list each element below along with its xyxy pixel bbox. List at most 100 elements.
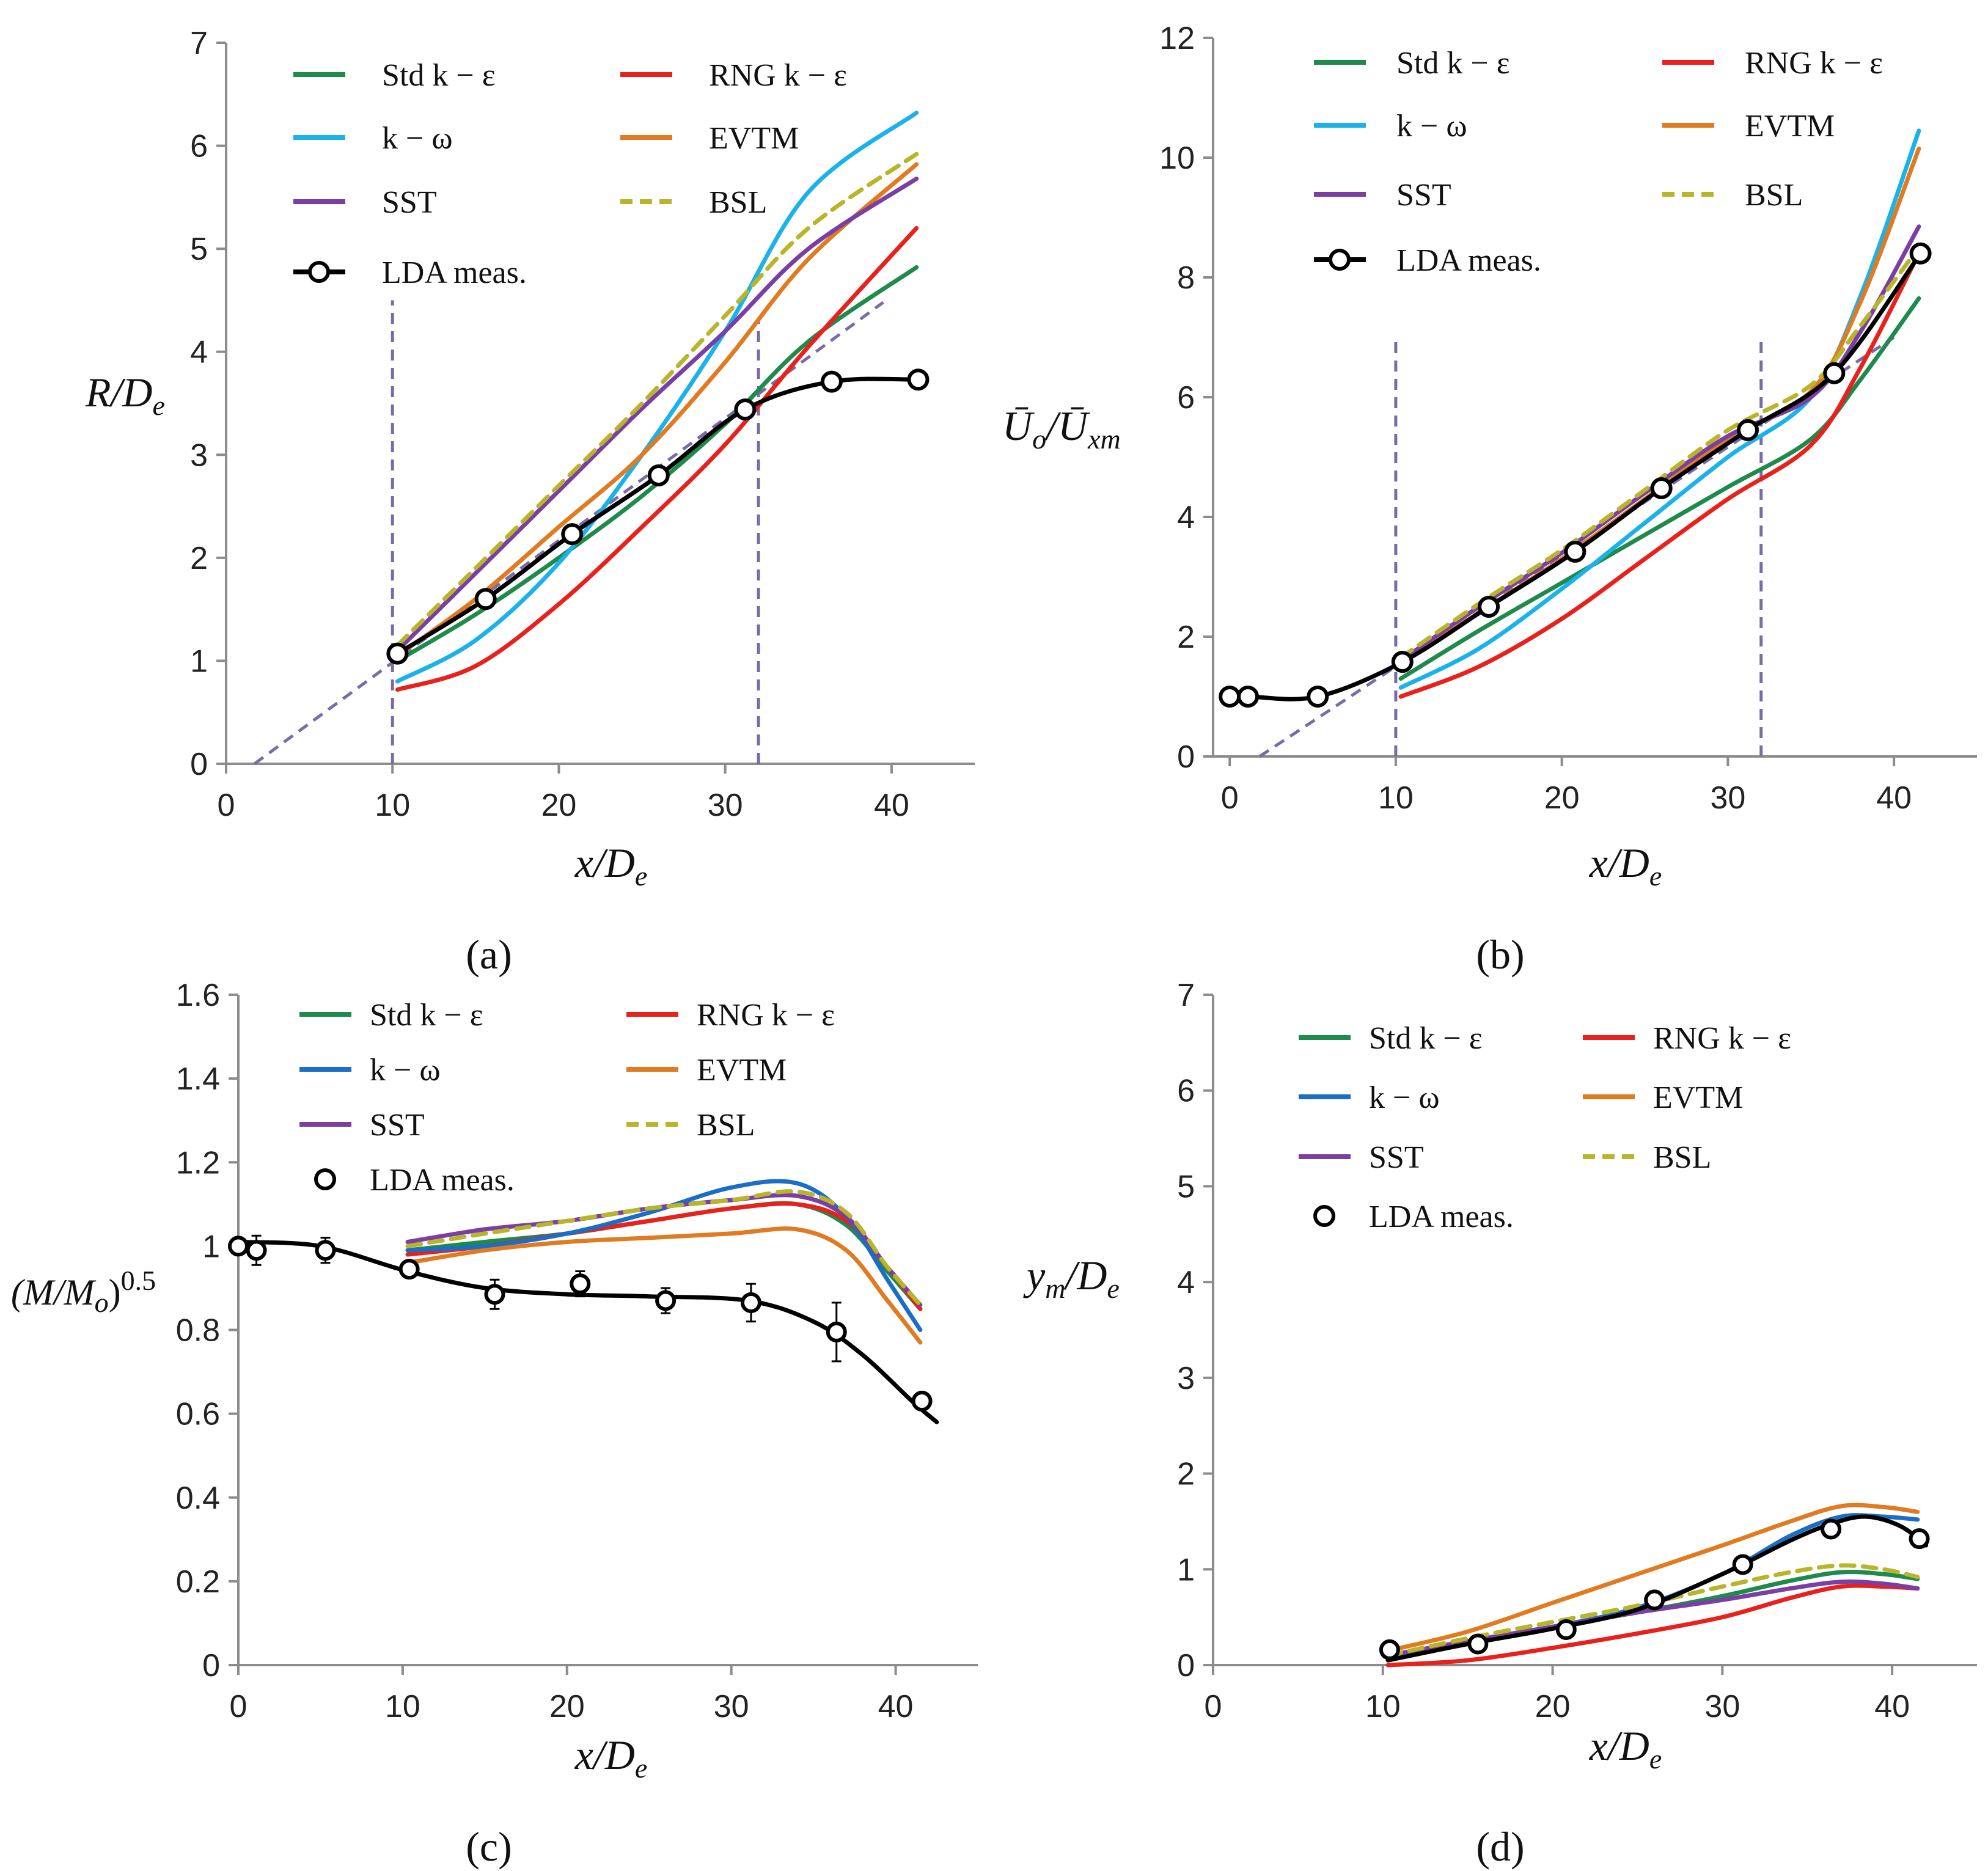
series-line-evtm <box>395 162 919 658</box>
x-axis-title-sub: e <box>1649 860 1662 892</box>
data-point <box>228 1236 249 1257</box>
legend-label: Std k − ε <box>382 58 496 93</box>
legend-label: LDA meas. <box>370 1163 515 1198</box>
series-line-evtm <box>1385 1503 1920 1653</box>
data-point <box>1219 686 1241 708</box>
data-point <box>474 588 497 610</box>
x-axis-title: x/De <box>574 1732 648 1784</box>
legend-label: SST <box>1396 178 1451 213</box>
legend: Std k − ε RNG k − ε k − ω EVTM SST BSL LDA mea… <box>293 58 847 290</box>
data-point <box>1307 686 1329 708</box>
y-axis-title-sub2: e <box>1107 1273 1119 1304</box>
data-point <box>647 464 670 486</box>
y-axis-title-sub: m <box>1045 1273 1065 1304</box>
y-tick-label: 0.6 <box>176 1397 220 1432</box>
x-tick-label: 40 <box>1874 1689 1910 1724</box>
panel-label: (b) <box>1476 931 1524 978</box>
y-axis-title-sub1: o <box>1032 423 1046 455</box>
y-axis-title-sub: o <box>95 1287 109 1318</box>
legend-label: RNG k − ε <box>709 58 847 93</box>
y-tick-label: 2 <box>1177 620 1195 655</box>
y-axis-title-mid: /Ū <box>1044 403 1090 449</box>
data-point <box>1732 1554 1753 1575</box>
y-tick-label: 1 <box>202 1229 220 1264</box>
y-tick-label: 0 <box>190 747 208 782</box>
x-axis-title-sub: e <box>1649 1743 1662 1774</box>
data-point <box>1823 362 1846 384</box>
panel-label: (d) <box>1476 1823 1524 1870</box>
data-point <box>386 642 409 665</box>
y-axis-title-main: Ū <box>1002 403 1035 449</box>
x-axis-title-main: x/D <box>574 1732 635 1778</box>
legend-label: EVTM <box>697 1053 787 1088</box>
y-axis-title-sup: 0.5 <box>121 1265 156 1296</box>
y-axis-title-sub: e <box>153 390 165 421</box>
x-tick-label: 0 <box>230 1689 248 1724</box>
data-point <box>1909 242 1932 265</box>
legend-swatch-marker <box>1313 1205 1335 1227</box>
panel-label: (a) <box>466 931 512 978</box>
legend-label: BSL <box>1745 178 1803 213</box>
y-axis-title-main: R/D <box>85 369 153 416</box>
data-point <box>826 1321 847 1342</box>
y-tick-label: 0 <box>202 1648 220 1683</box>
y-tick-label: 1.2 <box>176 1145 220 1181</box>
y-tick-label: 0 <box>1177 1648 1195 1683</box>
y-tick-label: 10 <box>1159 141 1195 176</box>
series-line-bsl <box>395 152 919 648</box>
y-tick-label: 8 <box>1177 260 1195 296</box>
y-axis-title: R/De <box>85 369 165 421</box>
data-point <box>1909 1528 1930 1550</box>
data-point <box>1821 1518 1842 1540</box>
series-line-std-k- <box>395 265 919 663</box>
legend-label: k − ω <box>382 121 453 156</box>
panel-label: (c) <box>466 1823 512 1870</box>
series-line-bsl <box>405 1189 923 1307</box>
series-line-k- <box>395 111 919 684</box>
data-point <box>398 1259 420 1280</box>
y-tick-label: 6 <box>190 129 208 164</box>
y-axis-title-main: (M/M <box>11 1272 97 1313</box>
data-point <box>1379 1639 1400 1660</box>
x-tick-label: 30 <box>714 1689 749 1724</box>
legend-label: Std k − ε <box>1396 46 1510 81</box>
x-tick-label: 20 <box>1544 780 1580 816</box>
y-tick-label: 0 <box>1177 739 1195 775</box>
series-line-sst <box>395 177 919 653</box>
legend-label: Std k − ε <box>370 998 483 1033</box>
y-axis-title: (M/Mo)0.5 <box>11 1265 156 1318</box>
x-tick-label: 10 <box>1378 780 1414 816</box>
legend-label: RNG k − ε <box>1653 1021 1791 1056</box>
y-axis-title-sub2: xm <box>1087 423 1121 455</box>
x-tick-label: 30 <box>1710 780 1745 816</box>
series-line-bsl <box>1398 245 1921 660</box>
x-axis-title-sub: e <box>635 1752 647 1784</box>
legend-label: LDA meas. <box>1396 243 1541 278</box>
y-tick-label: 4 <box>190 335 208 370</box>
series-line-lda-meas- <box>236 1240 939 1424</box>
legend-label: EVTM <box>1653 1080 1743 1115</box>
legend-label: k − ω <box>370 1053 441 1088</box>
x-tick-label: 0 <box>218 788 235 823</box>
y-tick-label: 3 <box>190 438 208 473</box>
x-tick-label: 0 <box>1205 1689 1222 1724</box>
y-tick-label: 1 <box>1177 1552 1195 1587</box>
series-line-std-k- <box>1398 296 1921 681</box>
y-tick-label: 6 <box>1177 380 1195 416</box>
x-tick-label: 20 <box>549 1689 585 1724</box>
series-line-rng-k- <box>1385 1583 1920 1668</box>
x-tick-label: 10 <box>385 1689 420 1724</box>
data-point <box>1237 686 1260 708</box>
legend-label: SST <box>1369 1140 1424 1175</box>
y-tick-label: 4 <box>1177 500 1195 535</box>
x-axis-title: x/De <box>1589 1723 1662 1774</box>
series-line-rng-k- <box>1398 251 1921 699</box>
y-tick-label: 5 <box>1177 1169 1195 1204</box>
data-point <box>1564 540 1586 563</box>
series-line-k- <box>1398 128 1921 690</box>
legend-swatch-marker <box>314 1168 336 1190</box>
y-tick-label: 1.4 <box>176 1061 220 1097</box>
data-point <box>484 1284 505 1305</box>
